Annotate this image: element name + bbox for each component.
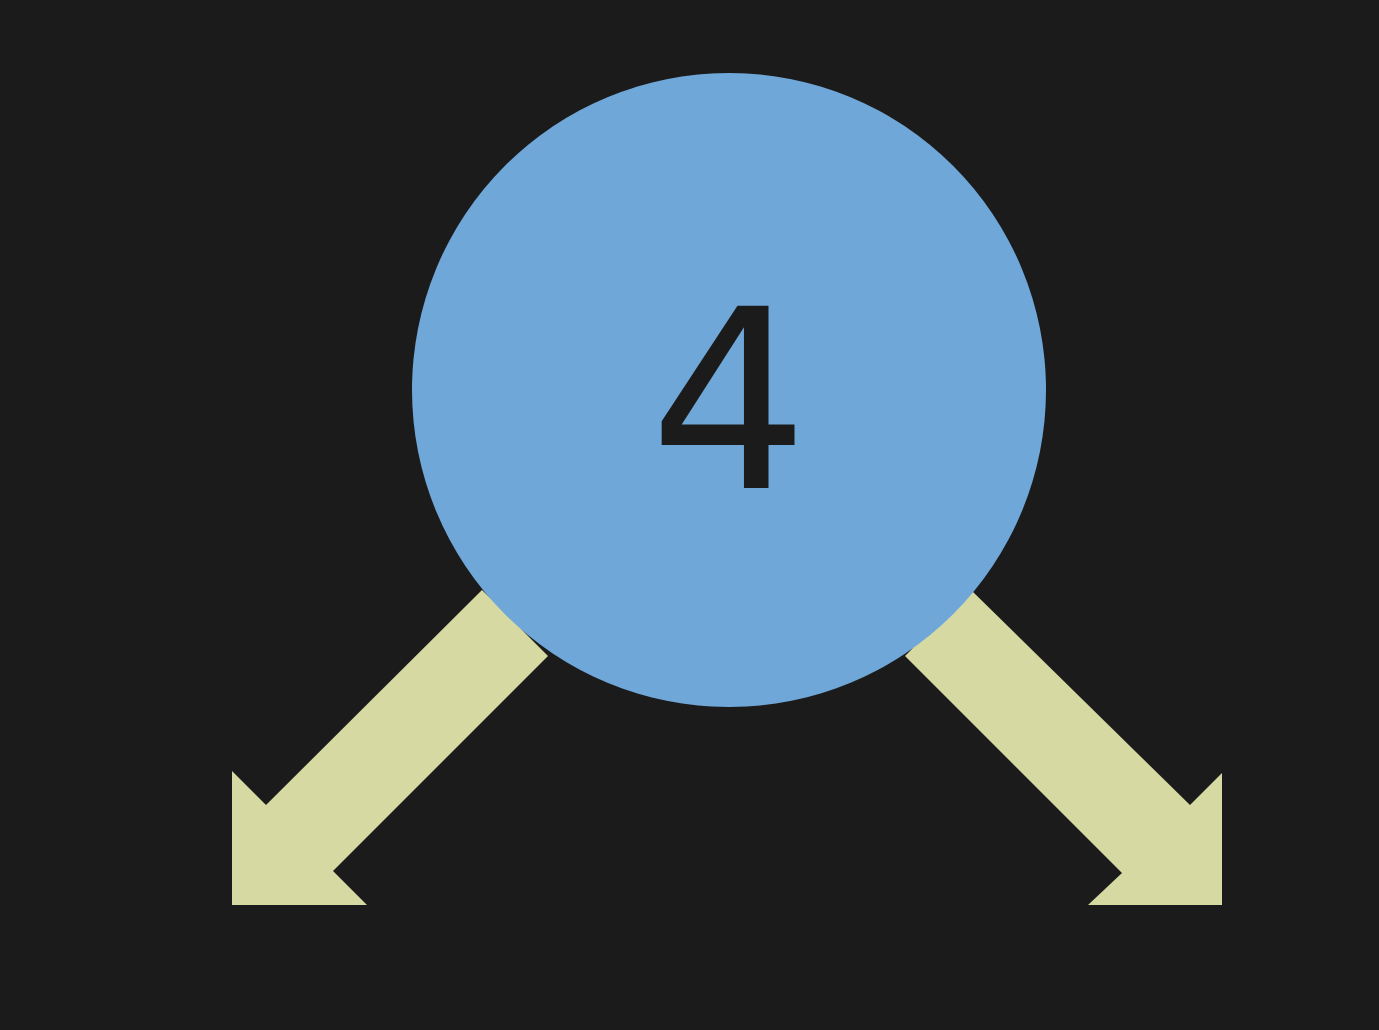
node-label: 4	[649, 256, 808, 547]
arrow-down-left-icon	[232, 590, 548, 905]
tree-node	[412, 73, 1046, 707]
arrow-down-right-icon	[905, 590, 1222, 905]
